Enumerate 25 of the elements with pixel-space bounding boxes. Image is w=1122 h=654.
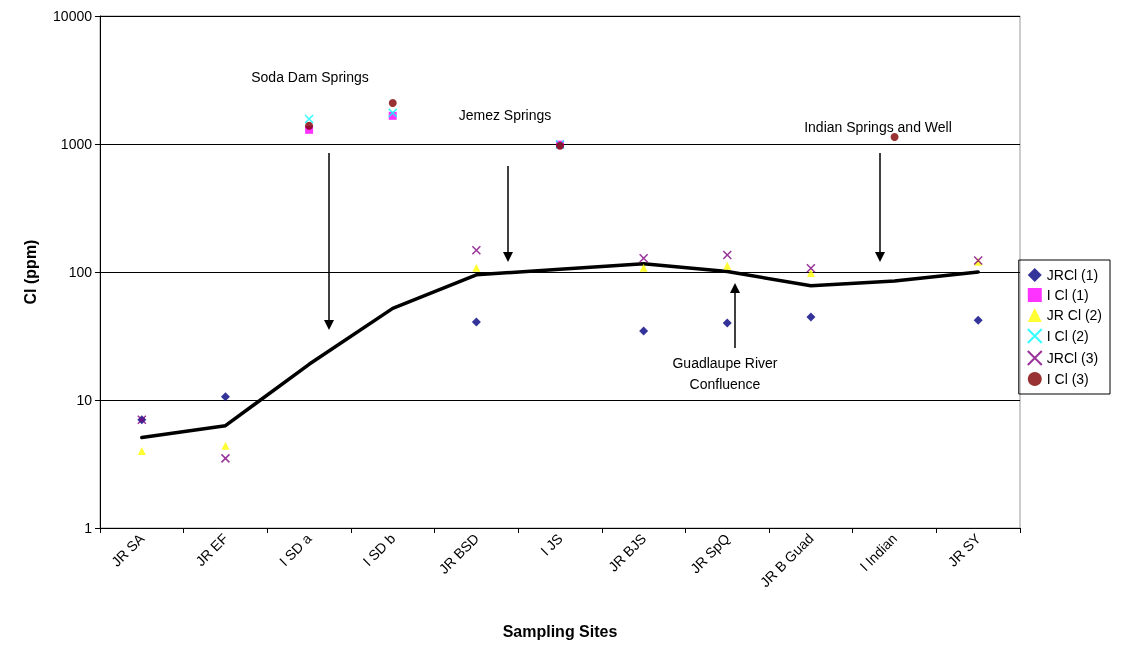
x-tick-label: JR SA — [108, 529, 148, 570]
legend-label: I Cl (2) — [1046, 328, 1089, 344]
y-tick-label: 1000 — [60, 136, 93, 152]
x-tick-label: JR SY — [944, 529, 985, 570]
legend-label: JR Cl (2) — [1046, 307, 1103, 323]
y-tick-label: 10 — [76, 392, 93, 408]
x-tick-label: I SD b — [359, 530, 399, 570]
legend-label: I Cl (1) — [1046, 287, 1089, 303]
y-axis-title: Cl (ppm) — [21, 239, 39, 305]
legend-label: I Cl (3) — [1046, 371, 1089, 387]
x-tick-label: I SD a — [275, 530, 315, 570]
annotation: Indian Springs and Well — [803, 118, 953, 137]
x-tick-label: JR EF — [192, 530, 232, 570]
legend-label: JRCl (3) — [1046, 350, 1099, 366]
annotation: Jemez Springs — [457, 106, 553, 125]
y-tick-label: 1 — [84, 520, 93, 536]
x-tick-label: I JS — [537, 530, 566, 559]
y-tick-label: 10000 — [53, 8, 93, 24]
x-axis-title: Sampling Sites — [502, 622, 618, 640]
x-tick-label: JR SpQ — [686, 530, 734, 577]
legend-label: JRCl (1) — [1046, 267, 1099, 283]
y-tick-label: 100 — [68, 264, 93, 280]
annotation: Guadlaupe River Confluence — [671, 354, 779, 394]
x-tick-label: JR BJS — [605, 530, 650, 575]
annotation: Soda Dam Springs — [250, 68, 370, 87]
